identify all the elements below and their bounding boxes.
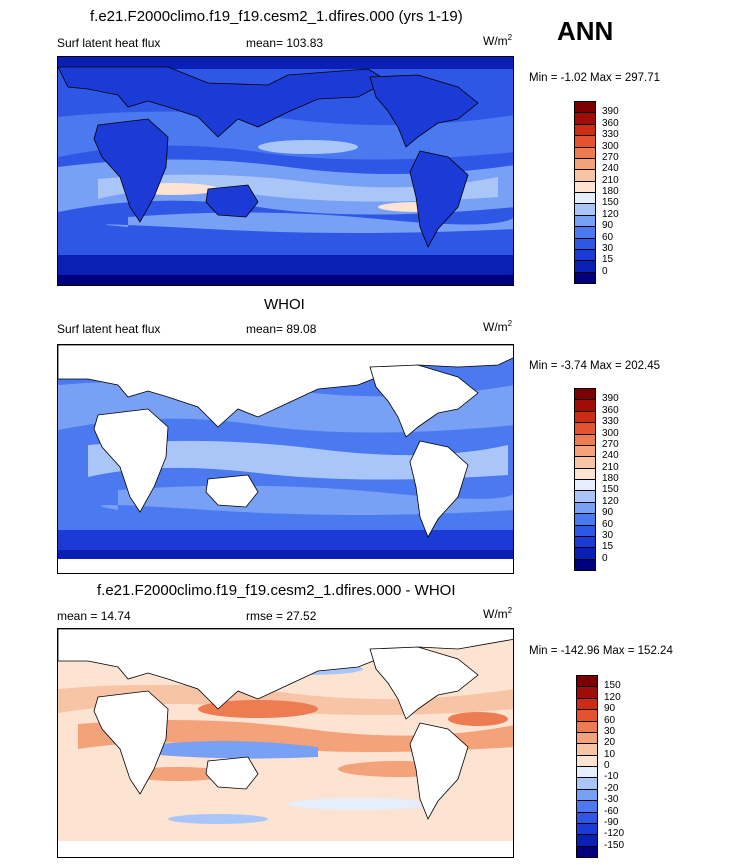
panel3-mean: mean = 14.74 <box>57 609 131 623</box>
panel3-minmax: Min = -142.96 Max = 152.24 <box>529 645 673 657</box>
colorbar-tick-label: 120 <box>602 208 619 220</box>
colorbar-tick-label: 90 <box>602 507 614 519</box>
colorbar-tick-label: 0 <box>604 760 610 771</box>
colorbar-tick-label: 300 <box>602 427 619 439</box>
colorbar-tick-label: 15 <box>602 254 614 266</box>
colorbar-tick-label: -60 <box>604 805 619 817</box>
colorbar-diff: 150 120 90 60 30 20 10 0 -10 -20 -30 -60 -90 -120 -150 <box>576 675 656 858</box>
colorbar-obs: 390 360 330 300 270 240 210 180 150 120 90 60 30 15 0 <box>574 388 654 571</box>
panel2-units: W/m2 <box>483 319 513 334</box>
colorbar-tick-label: -10 <box>604 771 619 783</box>
panel2-minmax: Min = -3.74 Max = 202.45 <box>529 360 661 372</box>
colorbar-tick-label: 180 <box>602 473 619 484</box>
colorbar-tick-label: -120 <box>604 828 625 840</box>
colorbar-tick-label: -150 <box>604 839 625 851</box>
colorbar-model: 390 360 330 300 270 240 210 180 150 120 90 60 30 15 0 <box>574 101 654 284</box>
colorbar-tick-label: 150 <box>602 197 619 209</box>
panel1-mean: mean= 103.83 <box>246 36 324 50</box>
colorbar-tick-label: -30 <box>604 794 619 806</box>
colorbar-tick-label: 120 <box>604 691 621 703</box>
map-obs <box>57 344 514 574</box>
colorbar-tick-label: -90 <box>604 816 619 828</box>
colorbar-tick-label: 270 <box>602 438 619 450</box>
colorbar-tick-label: 120 <box>602 495 619 507</box>
colorbar-tick-label: 60 <box>602 518 614 530</box>
colorbar-tick-label: 15 <box>602 541 614 553</box>
panel1-left-label: Surf latent heat flux <box>57 36 161 50</box>
colorbar-tick-label: 30 <box>604 725 616 737</box>
colorbar-tick-label: 240 <box>602 450 619 462</box>
panel1-units: W/m2 <box>483 33 513 48</box>
colorbar-tick-label: 60 <box>604 714 616 726</box>
colorbar-tick-label: 30 <box>602 242 614 254</box>
colorbar-cell <box>574 558 596 571</box>
colorbar-tick-label: 360 <box>602 404 619 416</box>
map-diff <box>57 628 514 858</box>
colorbar-tick-label: 0 <box>602 265 608 277</box>
colorbar-tick-label: 90 <box>602 220 614 232</box>
colorbar-tick-label: 210 <box>602 174 619 186</box>
colorbar-tick-label: 150 <box>604 680 621 692</box>
colorbar-tick-label: 0 <box>602 552 608 564</box>
map-model <box>57 56 514 286</box>
colorbar-tick-label: 90 <box>604 703 616 715</box>
colorbar-tick-label: 360 <box>602 117 619 129</box>
colorbar-cell <box>576 845 598 858</box>
colorbar-tick-label: 390 <box>602 393 619 405</box>
colorbar-tick-label: 330 <box>602 416 619 428</box>
colorbar-tick-label: 390 <box>602 106 619 118</box>
colorbar-tick-label: 300 <box>602 140 619 152</box>
colorbar-tick-label: 60 <box>602 231 614 243</box>
colorbar-tick-label: 10 <box>604 748 616 760</box>
panel2-title: WHOI <box>264 296 305 313</box>
colorbar-tick-label: 180 <box>602 186 619 197</box>
colorbar-tick-label: 30 <box>602 529 614 541</box>
panel1-minmax: Min = -1.02 Max = 297.71 <box>529 72 661 84</box>
panel2-mean: mean= 89.08 <box>246 322 317 336</box>
colorbar-tick-label: 330 <box>602 129 619 141</box>
panel3-units: W/m2 <box>483 606 513 621</box>
colorbar-tick-label: -20 <box>604 782 619 794</box>
season-label: ANN <box>557 16 614 46</box>
colorbar-tick-label: 240 <box>602 163 619 175</box>
colorbar-tick-label: 150 <box>602 484 619 496</box>
panel3-title: f.e21.F2000climo.f19_f19.cesm2_1.dfires.… <box>97 582 456 599</box>
colorbar-tick-label: 210 <box>602 461 619 473</box>
panel3-rmse: rmse = 27.52 <box>246 609 317 623</box>
panel2-left-label: Surf latent heat flux <box>57 322 161 336</box>
panel1-title: f.e21.F2000climo.f19_f19.cesm2_1.dfires.… <box>90 8 463 25</box>
colorbar-cell <box>574 271 596 284</box>
colorbar-tick-label: 270 <box>602 151 619 163</box>
colorbar-tick-label: 20 <box>604 737 616 749</box>
